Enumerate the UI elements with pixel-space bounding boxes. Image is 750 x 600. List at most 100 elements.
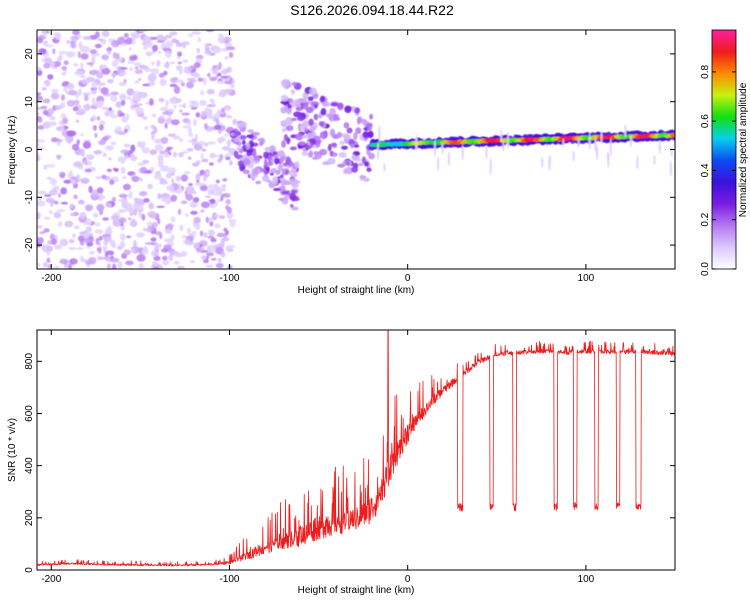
- heatmap-cell: [366, 167, 372, 172]
- heatmap-cell: [60, 187, 68, 195]
- heatmap-cell: [163, 152, 170, 158]
- colorbar-scale: [711, 29, 737, 270]
- heatmap-cell: [165, 34, 173, 39]
- heatmap-cell: [105, 202, 112, 208]
- heatmap-cell: [86, 62, 94, 66]
- heatmap-cell: [120, 166, 126, 175]
- heatmap-cell: [548, 155, 552, 164]
- heatmap-cell: [156, 205, 165, 209]
- heatmap-cell: [369, 113, 373, 120]
- heatmap-cell: [572, 150, 575, 162]
- heatmap-cell: [94, 31, 100, 39]
- heatmap-cell: [671, 132, 675, 137]
- y-tick-label: -20: [24, 237, 35, 252]
- heatmap-cell: [230, 84, 235, 89]
- heatmap-cell: [214, 214, 222, 218]
- heatmap-cell: [50, 92, 60, 100]
- heatmap-cell: [240, 135, 247, 140]
- heatmap-cell: [506, 131, 510, 149]
- heatmap-cell: [196, 160, 201, 165]
- heatmap-cell: [38, 48, 47, 55]
- heatmap-cell: [123, 128, 128, 134]
- heatmap-cell: [223, 80, 233, 85]
- heatmap-cell: [159, 165, 170, 172]
- heatmap-cell: [280, 120, 289, 125]
- heatmap-cell: [177, 51, 183, 57]
- heatmap-cell: [220, 75, 229, 79]
- y-tick-label: 400: [24, 457, 35, 474]
- heatmap-cell: [154, 261, 158, 267]
- heatmap-cell: [269, 145, 276, 154]
- heatmap-cell: [73, 194, 78, 200]
- heatmap-cell: [202, 77, 207, 86]
- heatmap-cell: [191, 31, 201, 35]
- colorbar-tick-label: 0.2: [700, 212, 711, 226]
- heatmap-cell: [72, 30, 80, 36]
- heatmap-cell: [77, 88, 82, 96]
- heatmap-cell: [433, 139, 437, 157]
- heatmap-cell: [81, 78, 90, 85]
- heatmap-cell: [101, 54, 109, 61]
- heatmap-cell: [302, 92, 309, 100]
- heatmap-cell: [83, 231, 90, 239]
- heatmap-cell: [345, 161, 350, 166]
- heatmap-cell: [199, 101, 207, 106]
- heatmap-cell: [355, 127, 362, 135]
- heatmap-cell: [106, 51, 112, 55]
- heatmap-cell: [153, 266, 159, 269]
- heatmap-cell: [188, 183, 193, 186]
- heatmap-cell: [178, 152, 184, 158]
- heatmap-cell: [290, 89, 296, 95]
- heatmap-cell: [135, 107, 144, 115]
- heatmap-cell: [61, 72, 66, 76]
- heatmap-cell: [361, 156, 366, 164]
- heatmap-cell: [274, 157, 280, 165]
- heatmap-cell: [219, 136, 226, 142]
- heatmap-cell: [159, 78, 167, 86]
- heatmap-cell: [232, 118, 237, 126]
- heatmap-cell: [290, 206, 299, 211]
- heatmap-cell: [362, 131, 370, 139]
- colorbar: 0.0 0.2 0.4 0.6 0.8 Normalized spectral ampl…: [700, 29, 749, 276]
- heatmap-cell: [85, 226, 92, 233]
- heatmap-cell: [223, 227, 228, 232]
- heatmap-cell: [353, 144, 360, 148]
- heatmap-cell: [189, 259, 195, 264]
- heatmap-cell: [188, 127, 192, 135]
- heatmap-cell: [304, 127, 309, 133]
- heatmap-cell: [290, 189, 298, 194]
- heatmap-cell: [164, 201, 170, 205]
- heatmap-cell: [207, 235, 215, 239]
- heatmap-cell: [225, 205, 229, 210]
- heatmap-cell: [218, 61, 222, 70]
- heatmap-cell: [52, 48, 56, 55]
- heatmap-cell: [173, 105, 177, 109]
- x-tick-label: 100: [578, 273, 595, 284]
- heatmap-cell: [69, 258, 78, 265]
- heatmap-cell: [192, 197, 200, 203]
- heatmap-cell: [110, 214, 119, 221]
- heatmap-cell: [94, 132, 98, 138]
- heatmap-cell: [169, 97, 177, 103]
- snr-frame: [36, 329, 676, 571]
- heatmap-cell: [76, 139, 80, 146]
- heatmap-cell: [71, 143, 79, 151]
- snr-y-axis-label: SNR (10 * v/v): [7, 418, 18, 482]
- heatmap-cell: [197, 37, 202, 43]
- heatmap-cell: [233, 131, 239, 137]
- heatmap-cell: [123, 143, 131, 148]
- heatmap-cell: [182, 150, 188, 154]
- heatmap-cell: [37, 95, 44, 102]
- heatmap-cell: [178, 68, 183, 75]
- heatmap-cell: [220, 251, 226, 258]
- heatmap-cell: [187, 120, 192, 126]
- heatmap-cell: [41, 244, 50, 248]
- heatmap-cell: [217, 72, 222, 77]
- heatmap-cell: [53, 105, 62, 110]
- heatmap-cell: [37, 143, 41, 146]
- heatmap-cell: [145, 51, 153, 57]
- heatmap-cell: [215, 262, 224, 269]
- heatmap-cell: [201, 110, 206, 118]
- heatmap-cell: [188, 33, 193, 38]
- heatmap-cell: [378, 125, 381, 143]
